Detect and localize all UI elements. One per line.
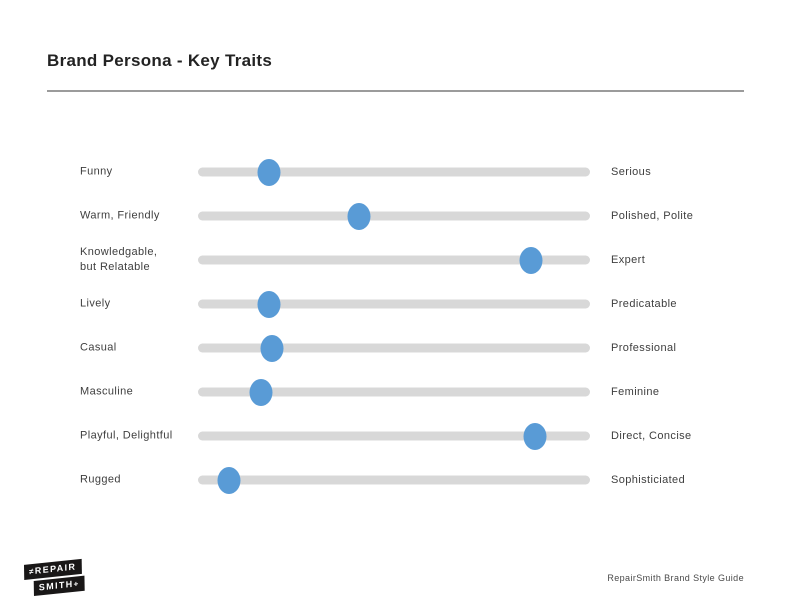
plus-icon: + bbox=[73, 579, 80, 590]
trait-rows: Funny Serious Warm, Friendly Polished, Poli… bbox=[0, 150, 792, 502]
trait-left-label: Lively bbox=[80, 297, 111, 310]
slider-knob[interactable] bbox=[523, 422, 547, 450]
trait-left-label: Playful, Delightful bbox=[80, 429, 173, 442]
trait-right-label: Predicatable bbox=[611, 298, 677, 310]
logo-line2-text: SMITH bbox=[38, 579, 74, 593]
trait-left-label: Casual bbox=[80, 341, 117, 354]
trait-left-label: Funny bbox=[80, 165, 113, 178]
trait-row: Lively Predicatable bbox=[0, 282, 792, 326]
trait-row: Rugged Sophisticiated bbox=[0, 458, 792, 502]
trait-row: Playful, Delightful Direct, Concise bbox=[0, 414, 792, 458]
trait-left-label: Rugged bbox=[80, 473, 121, 486]
trait-row: Funny Serious bbox=[0, 150, 792, 194]
trait-left-label: Warm, Friendly bbox=[80, 209, 160, 222]
trait-right-label: Professional bbox=[611, 342, 677, 354]
slider-knob[interactable] bbox=[519, 246, 543, 274]
slider-knob[interactable] bbox=[217, 466, 241, 494]
title-divider bbox=[47, 90, 744, 92]
trait-row: Casual Professional bbox=[0, 326, 792, 370]
trait-right-label: Expert bbox=[611, 254, 646, 266]
trait-row: Warm, Friendly Polished, Polite bbox=[0, 194, 792, 238]
logo-line1-text: REPAIR bbox=[34, 561, 77, 576]
logo-line2: SMITH+ bbox=[33, 575, 85, 597]
trait-right-label: Polished, Polite bbox=[611, 210, 694, 222]
trait-right-label: Sophisticiated bbox=[611, 474, 686, 486]
trait-right-label: Serious bbox=[611, 166, 652, 178]
slider-track[interactable] bbox=[198, 378, 590, 406]
trait-row: Knowledgable, but Relatable Expert bbox=[0, 238, 792, 282]
repairsmith-logo: ≠REPAIR SMITH+ bbox=[23, 556, 85, 598]
slider-track[interactable] bbox=[198, 466, 590, 494]
trait-row: Masculine Feminine bbox=[0, 370, 792, 414]
page-title: Brand Persona - Key Traits bbox=[47, 51, 273, 70]
slider-knob[interactable] bbox=[257, 290, 281, 318]
slider-track[interactable] bbox=[198, 334, 590, 362]
footer-credit: RepairSmith Brand Style Guide bbox=[607, 573, 744, 583]
slider-knob[interactable] bbox=[249, 378, 273, 406]
slider-track[interactable] bbox=[198, 290, 590, 318]
trait-right-label: Direct, Concise bbox=[611, 430, 692, 442]
trait-right-label: Feminine bbox=[611, 386, 660, 398]
slider-track[interactable] bbox=[198, 246, 590, 274]
trait-left-label: Masculine bbox=[80, 385, 134, 398]
slider-track[interactable] bbox=[198, 158, 590, 186]
slider-track[interactable] bbox=[198, 202, 590, 230]
trait-left-label: Knowledgable, but Relatable bbox=[80, 246, 158, 273]
slider-knob[interactable] bbox=[257, 158, 281, 186]
slider-knob[interactable] bbox=[260, 334, 284, 362]
slider-track[interactable] bbox=[198, 422, 590, 450]
slider-knob[interactable] bbox=[347, 202, 371, 230]
